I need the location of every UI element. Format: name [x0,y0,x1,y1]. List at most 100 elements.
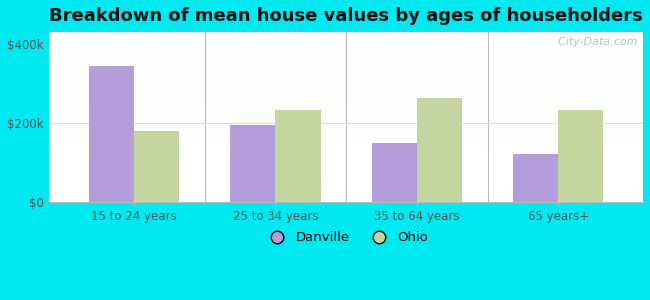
Bar [49,117,643,118]
Bar [49,83,643,84]
Bar [49,74,643,76]
Bar [49,46,643,48]
Bar [49,181,643,182]
Bar [49,56,643,58]
Bar [49,49,643,50]
Bar [49,118,643,120]
Bar [49,88,643,90]
Bar [49,137,643,138]
Bar [49,169,643,171]
Bar [49,111,643,113]
Bar [49,113,643,114]
Bar [49,149,643,151]
Bar [49,190,643,192]
Bar [230,125,276,202]
Bar [49,63,643,64]
Bar [49,45,643,46]
Bar [49,39,643,40]
Bar [49,120,643,121]
Bar [49,157,643,158]
Bar [49,72,643,73]
Bar [49,98,643,100]
Bar [49,159,643,161]
Bar [49,121,643,123]
Bar [49,164,643,165]
Bar [49,192,643,193]
Bar [49,151,643,152]
Bar [49,97,643,98]
Bar [49,165,643,166]
Bar [49,141,643,142]
Bar [49,189,643,190]
Bar [49,90,643,92]
Bar [49,138,643,140]
Bar [134,131,179,202]
Bar [49,60,643,62]
Bar [88,66,134,202]
Bar [49,59,643,60]
Bar [49,195,643,196]
Bar [49,185,643,186]
Bar [49,87,643,88]
Bar [49,80,643,82]
Bar [49,70,643,72]
Bar [49,114,643,116]
Bar [49,35,643,36]
Bar [513,154,558,202]
Bar [49,172,643,173]
Bar [276,110,320,202]
Bar [49,36,643,38]
Bar [372,143,417,202]
Bar [49,48,643,49]
Bar [49,147,643,148]
Bar [49,32,643,34]
Bar [49,130,643,131]
Bar [49,148,643,149]
Text: City-Data.com: City-Data.com [551,37,637,47]
Bar [49,196,643,197]
Bar [49,73,643,74]
Title: Breakdown of mean house values by ages of householders: Breakdown of mean house values by ages o… [49,7,643,25]
Bar [49,168,643,169]
Bar [49,128,643,130]
Bar [49,155,643,157]
Bar [49,94,643,96]
Bar [49,106,643,107]
Bar [49,176,643,178]
Bar [49,135,643,137]
Bar [49,132,643,134]
Bar [49,178,643,179]
Bar [49,79,643,80]
Bar [49,100,643,101]
Bar [49,107,643,108]
Bar [49,142,643,144]
Bar [49,34,643,35]
Bar [49,104,643,106]
Bar [49,93,643,94]
Bar [49,77,643,79]
Bar [49,76,643,77]
Bar [49,123,643,124]
Bar [49,131,643,132]
Bar [49,200,643,202]
Bar [49,154,643,155]
Bar [49,116,643,117]
Bar [49,92,643,93]
Bar [49,183,643,185]
Bar [49,52,643,53]
Bar [49,182,643,183]
Bar [417,98,462,202]
Bar [49,86,643,87]
Bar [49,134,643,135]
Legend: Danville, Ohio: Danville, Ohio [259,226,434,249]
Bar [49,58,643,59]
Bar [49,145,643,147]
Bar [49,103,643,104]
Bar [49,171,643,172]
Bar [49,125,643,127]
Bar [49,197,643,199]
Bar [558,110,603,202]
Bar [49,55,643,56]
Bar [49,82,643,83]
Bar [49,124,643,125]
